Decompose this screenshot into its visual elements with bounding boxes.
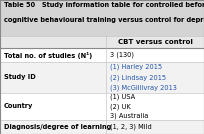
Text: Total no. of studies (N¹): Total no. of studies (N¹) (4, 52, 92, 59)
Text: Country: Country (4, 103, 33, 109)
Text: (2) Lindsay 2015: (2) Lindsay 2015 (110, 74, 166, 81)
Text: Study ID: Study ID (4, 74, 36, 80)
Bar (0, 0, 204, 36)
Bar (0, 36, 204, 48)
Text: (1) USA: (1) USA (110, 94, 135, 100)
Text: (1) Harley 2015: (1) Harley 2015 (110, 64, 162, 70)
Bar (0, 120, 204, 134)
Text: 3) Australia: 3) Australia (110, 112, 149, 119)
Bar (0, 62, 204, 93)
Text: CBT versus control: CBT versus control (118, 39, 193, 45)
Text: (1, 2, 3) Mild: (1, 2, 3) Mild (110, 124, 152, 130)
Bar (0, 48, 204, 62)
Bar (0, 93, 204, 120)
Text: cognitive behavioural training versus control for depressive: cognitive behavioural training versus co… (4, 17, 204, 23)
Text: 3 (130): 3 (130) (110, 52, 134, 58)
Text: Diagnosis/degree of learning: Diagnosis/degree of learning (4, 124, 111, 130)
Text: (2) UK: (2) UK (110, 103, 131, 110)
Text: Table 50   Study information table for controlled before-and-: Table 50 Study information table for con… (4, 2, 204, 8)
Text: (3) McGillivray 2013: (3) McGillivray 2013 (110, 84, 177, 91)
